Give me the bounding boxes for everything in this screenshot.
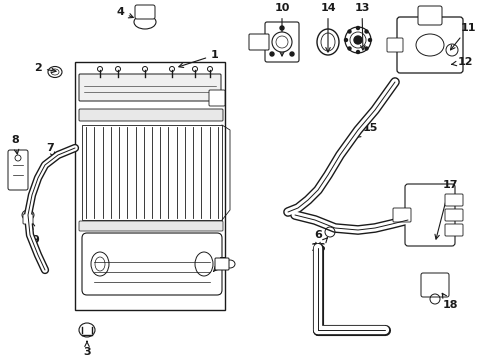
Text: 17: 17 <box>434 180 457 239</box>
FancyBboxPatch shape <box>23 214 33 224</box>
Text: 8: 8 <box>11 135 19 154</box>
Bar <box>75 62 224 310</box>
Text: 13: 13 <box>354 3 369 50</box>
Text: 11: 11 <box>449 23 475 50</box>
Text: 6: 6 <box>313 230 321 247</box>
Text: 5: 5 <box>213 257 225 271</box>
Text: 1: 1 <box>179 50 219 67</box>
Circle shape <box>289 52 293 56</box>
FancyBboxPatch shape <box>444 209 462 221</box>
Text: 7: 7 <box>46 143 54 157</box>
Text: 12: 12 <box>450 57 472 67</box>
FancyBboxPatch shape <box>264 22 298 62</box>
FancyBboxPatch shape <box>135 5 155 19</box>
Text: 10: 10 <box>274 3 289 56</box>
FancyBboxPatch shape <box>417 6 441 25</box>
FancyBboxPatch shape <box>386 38 402 52</box>
FancyBboxPatch shape <box>79 109 223 121</box>
Circle shape <box>347 47 350 50</box>
FancyBboxPatch shape <box>215 258 228 270</box>
FancyBboxPatch shape <box>8 150 28 190</box>
Text: 2: 2 <box>34 63 56 73</box>
Circle shape <box>364 30 367 33</box>
Text: 15: 15 <box>355 123 377 137</box>
Circle shape <box>353 36 361 44</box>
FancyBboxPatch shape <box>248 34 268 50</box>
Text: 3: 3 <box>83 341 91 357</box>
Circle shape <box>356 50 359 54</box>
Circle shape <box>356 27 359 30</box>
Ellipse shape <box>271 32 291 52</box>
Text: 16: 16 <box>309 238 327 253</box>
FancyBboxPatch shape <box>404 184 454 246</box>
FancyBboxPatch shape <box>79 74 221 101</box>
FancyBboxPatch shape <box>396 17 462 73</box>
FancyBboxPatch shape <box>79 221 223 231</box>
Text: 4: 4 <box>116 7 133 18</box>
Circle shape <box>280 26 284 30</box>
FancyBboxPatch shape <box>208 90 224 106</box>
Circle shape <box>269 52 273 56</box>
Circle shape <box>364 47 367 50</box>
FancyBboxPatch shape <box>444 194 462 206</box>
FancyBboxPatch shape <box>82 233 222 295</box>
FancyBboxPatch shape <box>420 273 448 297</box>
Circle shape <box>368 39 371 41</box>
Circle shape <box>344 39 347 41</box>
FancyBboxPatch shape <box>392 208 410 222</box>
FancyBboxPatch shape <box>444 224 462 236</box>
Bar <box>82 125 222 220</box>
Text: 18: 18 <box>441 293 457 310</box>
Text: 9: 9 <box>30 222 39 245</box>
Circle shape <box>347 30 350 33</box>
Text: 14: 14 <box>320 3 335 52</box>
